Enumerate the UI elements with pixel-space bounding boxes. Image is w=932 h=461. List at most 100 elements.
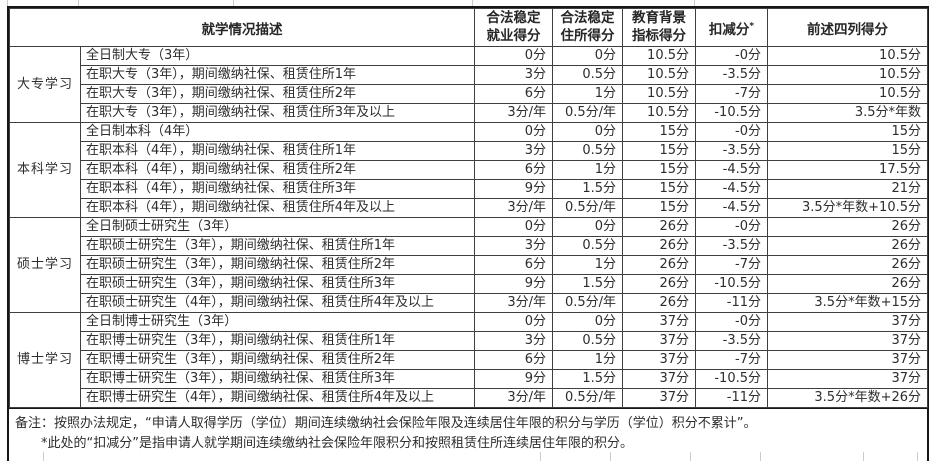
table-row: 在职博士研究生（3年），期间缴纳社保、租赁住所1年 3分 0.5分 37分 -3.5分 3… bbox=[10, 331, 928, 352]
employment-score-cell: 3分 bbox=[474, 141, 553, 162]
residence-score-cell: 1.5分 bbox=[552, 369, 623, 390]
residence-score-cell: 1.5分 bbox=[552, 179, 623, 200]
description-cell: 在职硕士研究生（3年），期间缴纳社保、租赁住所3年 bbox=[80, 274, 475, 295]
footnote-line-1: 备注：按照办法规定，“申请人取得学历（学位）期间连续缴纳社会保险年限及连续居住年… bbox=[15, 416, 757, 432]
residence-score-cell: 0分 bbox=[552, 217, 623, 238]
description-cell: 在职本科（4年），期间缴纳社保、租赁住所4年及以上 bbox=[80, 198, 475, 219]
grid-fragment bbox=[540, 452, 541, 461]
education-score-cell: 10.5分 bbox=[622, 84, 696, 105]
employment-score-cell: 6分 bbox=[474, 84, 553, 105]
description-cell: 在职博士研究生（3年），期间缴纳社保、租赁住所3年 bbox=[80, 369, 475, 390]
grid-fragment bbox=[694, 0, 695, 6]
residence-score-cell: 0.5分/年 bbox=[552, 388, 623, 409]
employment-score-cell: 0分 bbox=[474, 46, 553, 67]
grid-fragment bbox=[917, 452, 918, 461]
employment-score-cell: 0分 bbox=[474, 312, 553, 333]
residence-score-cell: 0分 bbox=[552, 122, 623, 143]
description-cell: 在职硕士研究生（3年），期间缴纳社保、租赁住所1年 bbox=[80, 236, 475, 257]
asterisk-mark: * bbox=[749, 21, 755, 32]
residence-score-cell: 0.5分/年 bbox=[552, 103, 623, 124]
total-score-cell: 3.5分*年数+26分 bbox=[767, 388, 928, 409]
education-score-cell: 26分 bbox=[622, 255, 696, 276]
employment-score-cell: 3分 bbox=[474, 331, 553, 352]
table-row: 本科学习 全日制本科（4年） 0分 0分 15分 -0分 15分 bbox=[9, 122, 928, 219]
description-cell: 在职本科（4年），期间缴纳社保、租赁住所2年 bbox=[80, 160, 475, 181]
description-cell: 在职博士研究生（3年），期间缴纳社保、租赁住所2年 bbox=[80, 350, 475, 371]
description-cell: 在职本科（4年），期间缴纳社保、租赁住所3年 bbox=[80, 179, 475, 200]
table-row: 在职硕士研究生（3年），期间缴纳社保、租赁住所3年 9分 1.5分 26分 -10.5分… bbox=[10, 274, 928, 295]
employment-score-cell: 9分 bbox=[474, 274, 553, 295]
total-score-cell: 17.5分 bbox=[767, 160, 928, 181]
employment-score-cell: 3分/年 bbox=[474, 198, 553, 219]
grid-fragment bbox=[78, 0, 79, 6]
header-education-score: 教育背景 指标得分 bbox=[622, 7, 696, 48]
education-score-cell: 37分 bbox=[622, 331, 696, 352]
employment-score-cell: 9分 bbox=[474, 179, 553, 200]
deduction-cell: -0分 bbox=[695, 122, 768, 143]
deduction-cell: -4.5分 bbox=[695, 179, 768, 200]
education-score-cell: 26分 bbox=[622, 217, 696, 238]
deduction-cell: -7分 bbox=[695, 84, 768, 105]
residence-score-cell: 1.5分 bbox=[552, 274, 623, 295]
residence-score-cell: 0.5分 bbox=[552, 65, 623, 86]
footnotes: 备注：按照办法规定，“申请人取得学历（学位）期间连续缴纳社会保险年限及连续居住年… bbox=[9, 408, 927, 461]
total-score-cell: 10.5分 bbox=[767, 84, 928, 105]
education-score-cell: 15分 bbox=[622, 198, 696, 219]
description-cell: 在职本科（4年），期间缴纳社保、租赁住所1年 bbox=[80, 141, 475, 162]
employment-score-cell: 6分 bbox=[474, 255, 553, 276]
deduction-cell: -0分 bbox=[695, 46, 768, 67]
description-cell: 在职大专（3年），期间缴纳社保、租赁住所2年 bbox=[80, 84, 475, 105]
education-score-cell: 26分 bbox=[622, 236, 696, 257]
residence-score-cell: 1分 bbox=[552, 160, 623, 181]
education-score-cell: 37分 bbox=[622, 388, 696, 409]
total-score-cell: 10.5分 bbox=[767, 65, 928, 86]
education-score-cell: 26分 bbox=[622, 293, 696, 314]
residence-score-cell: 0分 bbox=[552, 312, 623, 333]
education-score-cell: 15分 bbox=[622, 122, 696, 143]
study-points-table: 就学情况描述 合法稳定 就业得分 合法稳定 住所得分 教育背景 指标得分 扣减分… bbox=[9, 7, 928, 409]
table-row: 在职本科（4年），期间缴纳社保、租赁住所1年 3分 0.5分 15分 -3.5分 15分 bbox=[10, 141, 928, 162]
description-cell: 全日制硕士研究生（3年） bbox=[80, 217, 475, 238]
residence-score-cell: 1分 bbox=[552, 350, 623, 371]
education-score-cell: 15分 bbox=[622, 179, 696, 200]
deduction-cell: -3.5分 bbox=[695, 331, 768, 352]
total-score-cell: 3.5分*年数 bbox=[767, 103, 928, 124]
employment-score-cell: 6分 bbox=[474, 350, 553, 371]
education-score-cell: 26分 bbox=[622, 274, 696, 295]
deduction-cell: -10.5分 bbox=[695, 274, 768, 295]
table-row: 在职本科（4年），期间缴纳社保、租赁住所4年及以上 3分/年 0.5分/年 15分 -4… bbox=[10, 198, 928, 219]
table-row: 在职大专（3年），期间缴纳社保、租赁住所1年 3分 0.5分 10.5分 -3.5分 10… bbox=[10, 65, 928, 86]
education-score-cell: 37分 bbox=[622, 350, 696, 371]
description-cell: 在职硕士研究生（4年），期间缴纳社保、租赁住所4年及以上 bbox=[80, 293, 475, 314]
total-score-cell: 26分 bbox=[767, 236, 928, 257]
table-row: 在职硕士研究生（4年），期间缴纳社保、租赁住所4年及以上 3分/年 0.5分/年 26… bbox=[10, 293, 928, 314]
grid-fragment bbox=[43, 452, 44, 461]
category-cell: 博士学习 bbox=[9, 312, 81, 409]
deduction-cell: -0分 bbox=[695, 217, 768, 238]
deduction-cell: -4.5分 bbox=[695, 198, 768, 219]
table-header: 就学情况描述 合法稳定 就业得分 合法稳定 住所得分 教育背景 指标得分 扣减分… bbox=[9, 7, 928, 48]
deduction-cell: -3.5分 bbox=[695, 65, 768, 86]
header-row: 就学情况描述 合法稳定 就业得分 合法稳定 住所得分 教育背景 指标得分 扣减分… bbox=[9, 7, 928, 48]
grid-fragment bbox=[690, 452, 691, 461]
employment-score-cell: 3分/年 bbox=[474, 388, 553, 409]
table-row: 在职本科（4年），期间缴纳社保、租赁住所3年 9分 1.5分 15分 -4.5分 21分 bbox=[10, 179, 928, 200]
employment-score-cell: 6分 bbox=[474, 160, 553, 181]
grid-fragment bbox=[760, 452, 761, 461]
employment-score-cell: 3分/年 bbox=[474, 103, 553, 124]
table-row: 在职本科（4年），期间缴纳社保、租赁住所2年 6分 1分 15分 -4.5分 17.5分 bbox=[10, 160, 928, 181]
table-row: 在职博士研究生（3年），期间缴纳社保、租赁住所3年 9分 1.5分 37分 -10.5分… bbox=[10, 369, 928, 390]
residence-score-cell: 1分 bbox=[552, 84, 623, 105]
description-cell: 在职博士研究生（3年），期间缴纳社保、租赁住所1年 bbox=[80, 331, 475, 352]
table-row: 在职博士研究生（3年），期间缴纳社保、租赁住所2年 6分 1分 37分 -7分 37分 bbox=[10, 350, 928, 371]
description-cell: 全日制博士研究生（3年） bbox=[80, 312, 475, 333]
table-row: 博士学习 全日制博士研究生（3年） 0分 0分 37分 -0分 37分 bbox=[9, 312, 928, 409]
points-table: 就学情况描述 合法稳定 就业得分 合法稳定 住所得分 教育背景 指标得分 扣减分… bbox=[7, 6, 929, 461]
total-score-cell: 37分 bbox=[767, 312, 928, 333]
category-cell: 硕士学习 bbox=[9, 217, 81, 314]
employment-score-cell: 3分 bbox=[474, 65, 553, 86]
grid-fragment bbox=[863, 452, 864, 461]
deduction-cell: -10.5分 bbox=[695, 103, 768, 124]
table-row: 在职博士研究生（4年），期间缴纳社保、租赁住所4年及以上 3分/年 0.5分/年 37… bbox=[10, 388, 928, 409]
table-row: 硕士学习 全日制硕士研究生（3年） 0分 0分 26分 -0分 26分 bbox=[9, 217, 928, 314]
